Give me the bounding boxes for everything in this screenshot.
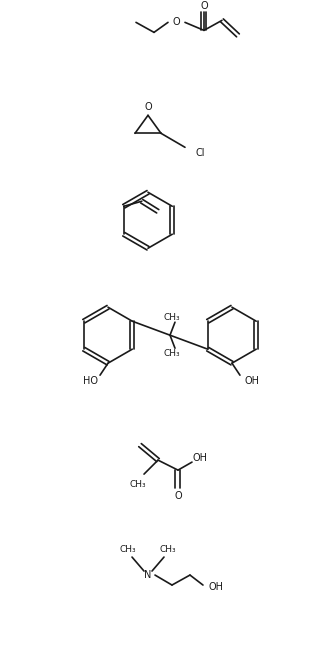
- Text: HO: HO: [83, 376, 98, 386]
- Text: Cl: Cl: [195, 148, 205, 158]
- Text: OH: OH: [208, 582, 223, 592]
- Text: O: O: [200, 1, 208, 11]
- Text: O: O: [144, 102, 152, 112]
- Text: O: O: [172, 17, 180, 27]
- Text: O: O: [174, 491, 182, 501]
- Text: CH₃: CH₃: [164, 313, 180, 322]
- Text: CH₃: CH₃: [120, 545, 136, 553]
- Text: OH: OH: [192, 453, 208, 463]
- Text: CH₃: CH₃: [130, 479, 146, 489]
- Text: N: N: [144, 570, 152, 580]
- Text: OH: OH: [244, 376, 259, 386]
- Text: CH₃: CH₃: [160, 545, 176, 553]
- Text: CH₃: CH₃: [164, 348, 180, 358]
